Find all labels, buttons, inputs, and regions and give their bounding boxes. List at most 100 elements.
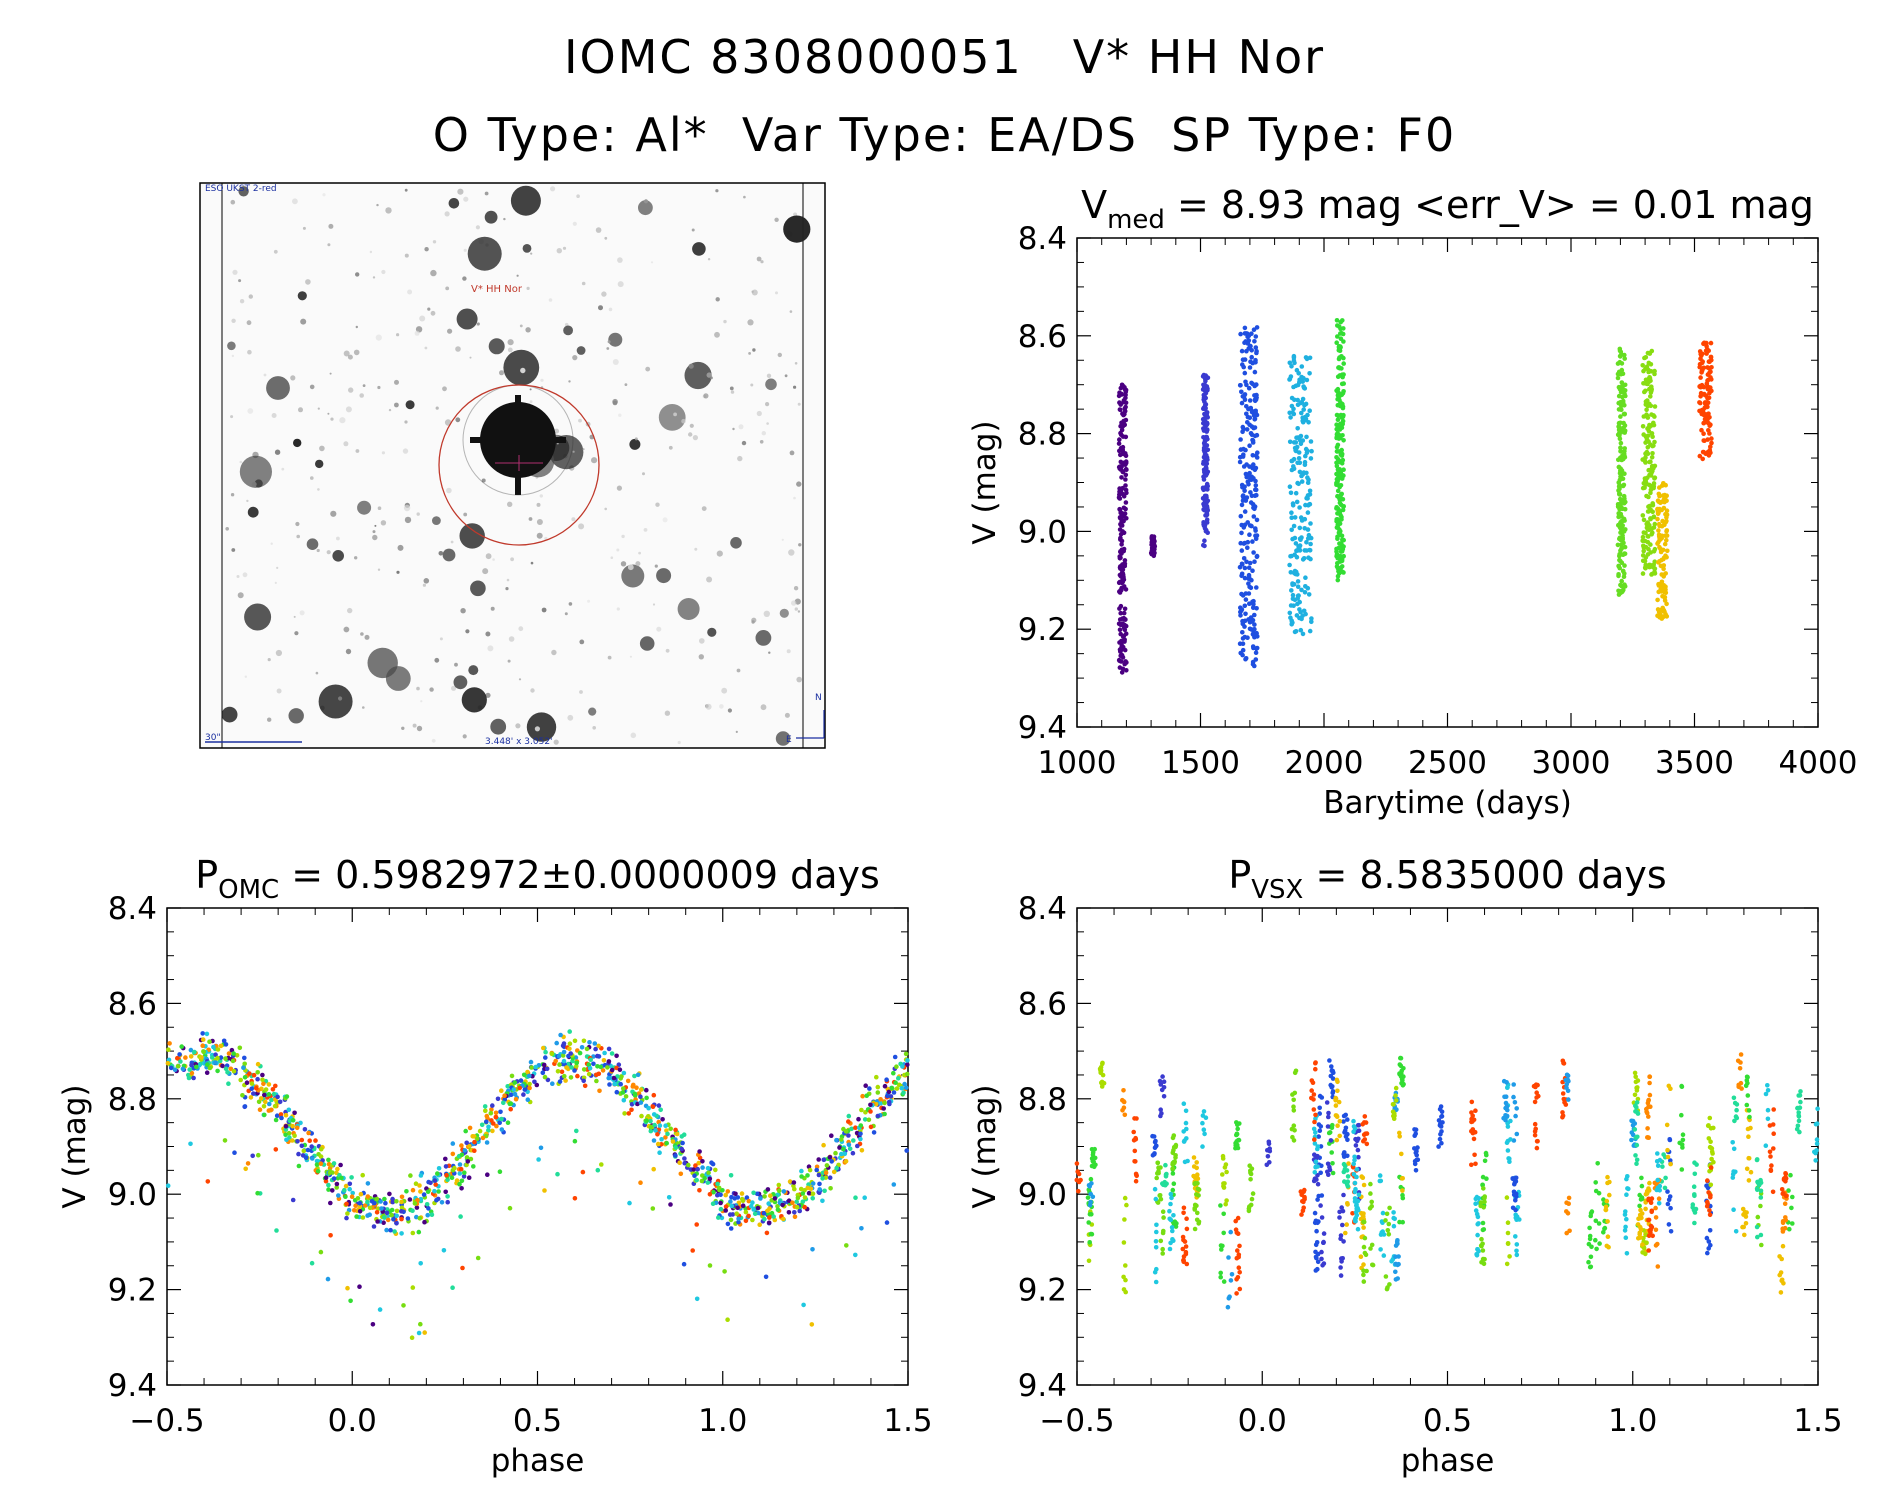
data-point — [1205, 530, 1210, 535]
field-star — [343, 441, 349, 447]
data-point — [1354, 1174, 1359, 1180]
data-point — [353, 1203, 358, 1208]
data-point — [606, 1075, 611, 1081]
data-point — [800, 1199, 806, 1204]
data-point — [601, 1058, 607, 1063]
data-point — [1620, 394, 1625, 400]
data-point — [1470, 1130, 1476, 1136]
data-point — [1649, 572, 1654, 577]
data-point — [1659, 589, 1664, 594]
data-point — [165, 1060, 171, 1066]
field-star — [369, 250, 373, 254]
data-point — [1306, 555, 1311, 560]
data-point — [1648, 473, 1654, 478]
data-point — [817, 1187, 822, 1192]
data-point — [262, 1112, 267, 1118]
data-point — [1338, 400, 1343, 405]
data-point — [251, 1072, 257, 1078]
data-point — [475, 1255, 481, 1261]
data-point — [186, 1075, 192, 1081]
data-point — [1288, 415, 1293, 420]
data-point — [1246, 385, 1252, 391]
data-point — [592, 1041, 598, 1046]
data-point — [621, 1097, 627, 1103]
data-point — [459, 1152, 465, 1158]
data-point — [1361, 1279, 1367, 1284]
data-point — [1243, 591, 1249, 596]
field-star — [281, 467, 285, 471]
field-star — [432, 240, 437, 244]
data-point — [1234, 1291, 1239, 1296]
data-point — [1243, 611, 1248, 617]
field-star — [244, 603, 272, 631]
data-point — [1123, 631, 1129, 636]
field-star — [639, 636, 655, 651]
field-star — [462, 734, 467, 739]
data-point — [1356, 1192, 1362, 1198]
data-point — [1076, 1171, 1082, 1177]
field-star — [492, 558, 495, 561]
field-star — [688, 432, 693, 437]
field-star — [487, 645, 494, 652]
data-point — [1770, 1189, 1776, 1195]
data-point — [1293, 629, 1299, 634]
data-point — [441, 1248, 447, 1253]
field-star — [296, 534, 301, 539]
data-point — [805, 1173, 810, 1178]
field-star — [481, 478, 486, 483]
field-star — [572, 450, 575, 453]
data-point — [1195, 1181, 1200, 1186]
data-point — [696, 1160, 701, 1166]
data-point — [416, 1229, 422, 1235]
data-point — [660, 1117, 665, 1122]
data-point — [1473, 1161, 1478, 1167]
data-point — [505, 1084, 511, 1089]
data-point — [663, 1123, 668, 1128]
data-point — [1618, 414, 1623, 419]
data-point — [245, 1161, 251, 1166]
field-star — [231, 318, 236, 323]
data-point — [1624, 1251, 1630, 1256]
data-point — [1294, 554, 1300, 560]
x-axis-label: phase — [491, 1443, 585, 1479]
data-point — [860, 1093, 865, 1099]
data-point — [728, 1217, 734, 1223]
data-point — [266, 1092, 272, 1097]
data-point — [1352, 1218, 1358, 1224]
data-point — [1797, 1105, 1803, 1110]
data-point — [581, 1078, 586, 1084]
data-point — [450, 1151, 456, 1157]
data-point — [816, 1157, 821, 1162]
data-point — [1237, 1270, 1242, 1275]
field-star — [276, 566, 279, 570]
data-point — [616, 1062, 622, 1067]
data-point — [1514, 1252, 1520, 1258]
data-point — [1771, 1131, 1776, 1136]
y-tick-label: 8.8 — [108, 1082, 157, 1118]
data-point — [746, 1213, 751, 1219]
data-point — [1122, 647, 1128, 653]
data-point — [1303, 584, 1308, 589]
data-point — [1709, 440, 1714, 446]
field-star — [247, 349, 252, 355]
data-point — [1247, 523, 1253, 528]
data-point — [1295, 426, 1300, 431]
data-point — [436, 1166, 442, 1171]
data-point — [488, 1110, 494, 1116]
data-point — [1203, 390, 1209, 396]
field-star — [447, 328, 453, 334]
data-point — [256, 1099, 262, 1105]
field-star — [621, 564, 645, 588]
data-point — [1642, 477, 1648, 483]
data-point — [1505, 1148, 1511, 1153]
data-point — [810, 1181, 816, 1186]
data-point — [1692, 1193, 1697, 1199]
field-star — [419, 315, 426, 322]
field-star — [462, 276, 467, 281]
field-star — [442, 548, 456, 562]
data-point — [1648, 550, 1654, 555]
field-star — [794, 607, 798, 611]
data-point — [716, 1185, 722, 1191]
data-point — [1247, 443, 1252, 449]
data-point — [226, 1081, 231, 1086]
